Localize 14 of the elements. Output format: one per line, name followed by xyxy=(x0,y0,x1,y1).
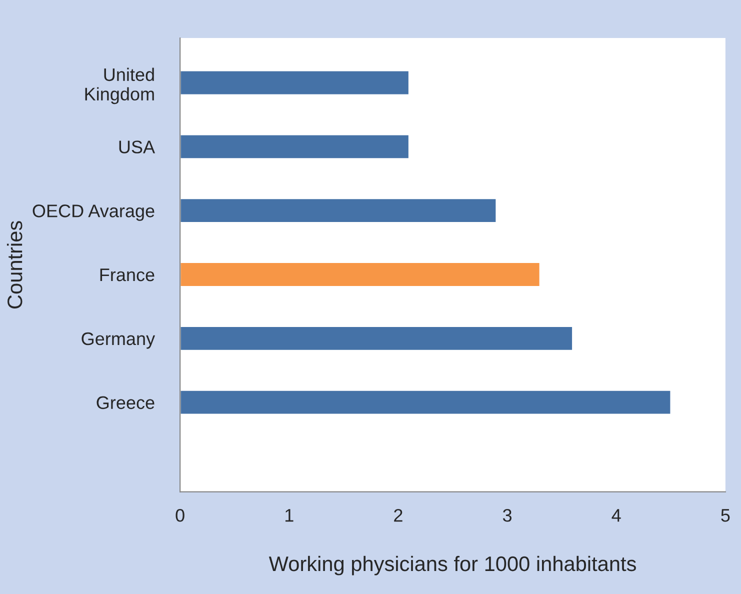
x-tick-label: 4 xyxy=(612,509,621,522)
y-tick-label: France xyxy=(100,268,154,282)
x-tick-label: 0 xyxy=(176,508,184,522)
x-tick-label: 5 xyxy=(721,509,730,522)
y-axis-title: Countries xyxy=(6,221,22,308)
y-tick-label: USA xyxy=(119,140,156,154)
y-tick-label: Greece xyxy=(96,396,154,410)
x-tick-label: 1 xyxy=(285,509,294,522)
y-tick-label: OECD Avarage xyxy=(32,204,154,221)
x-axis-title: Working physicians for 1000 inhabitants xyxy=(268,556,636,576)
y-tick-label: Germany xyxy=(82,332,156,349)
x-tick-label: 2 xyxy=(394,508,402,522)
x-tick-label: 3 xyxy=(502,508,512,522)
y-tick-label: United Kingdom xyxy=(85,68,154,104)
